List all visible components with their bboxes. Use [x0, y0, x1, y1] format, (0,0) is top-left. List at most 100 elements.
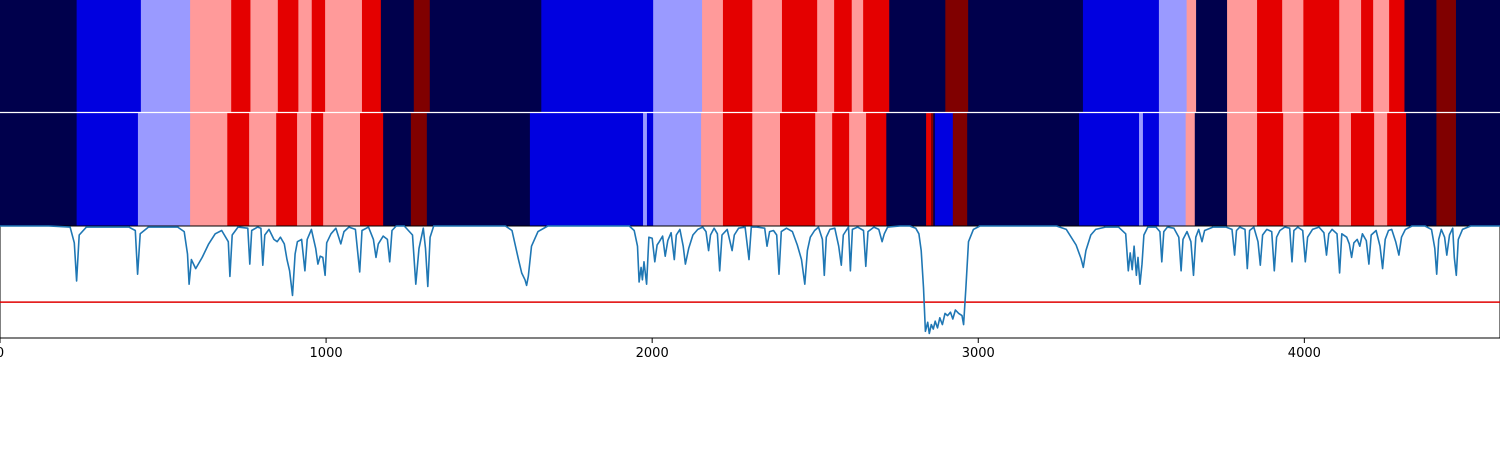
bottom-strip-segment-27: [926, 112, 932, 226]
bottom-strip-segment-34: [1139, 112, 1144, 226]
bottom-strip-segment-10: [360, 112, 384, 226]
x-tick-label-1: 1000: [310, 346, 343, 361]
bottom-strip-segment-13: [426, 112, 531, 226]
top-strip-segment-18: [752, 0, 783, 113]
bottom-strip-segment-1: [76, 112, 139, 226]
bottom-strip-segment-42: [1303, 112, 1340, 226]
top-strip-segment-37: [1373, 0, 1390, 113]
top-strip-segment-31: [1227, 0, 1258, 113]
bottom-strip-segment-46: [1387, 112, 1407, 226]
bottom-strip-segment-3: [190, 112, 228, 226]
bottom-strip-segment-33: [1079, 112, 1140, 226]
bottom-strip-segment-35: [1142, 112, 1160, 226]
bottom-strip-segment-16: [646, 112, 654, 226]
top-strip-segment-29: [1186, 0, 1197, 113]
bottom-strip-segment-24: [849, 112, 867, 226]
bottom-strip-segment-36: [1158, 112, 1187, 226]
top-strip-segment-10: [361, 0, 382, 113]
bottom-strip-segment-32: [967, 112, 1080, 226]
bottom-strip-segment-48: [1436, 112, 1457, 226]
signal-panel-frame: [0, 225, 1500, 339]
top-strip-segment-41: [1455, 0, 1500, 113]
bottom-strip-segment-6: [276, 112, 298, 226]
bottom-strip-segment-26: [886, 112, 927, 226]
bottom-strip-segment-25: [866, 112, 887, 226]
top-strip-segment-7: [298, 0, 313, 113]
bottom-strip-segment-43: [1339, 112, 1352, 226]
bottom-strip-segment-30: [934, 112, 954, 226]
top-strip-segment-16: [702, 0, 724, 113]
top-strip-segment-27: [1082, 0, 1160, 113]
top-strip-segment-6: [277, 0, 299, 113]
bottom-strip-segment-31: [952, 112, 968, 226]
bottom-strip-segment-22: [815, 112, 833, 226]
top-strip-segment-28: [1158, 0, 1188, 113]
bottom-strip-segment-17: [653, 112, 702, 226]
top-strip-segment-25: [945, 0, 969, 113]
bottom-strip-segment-39: [1227, 112, 1258, 226]
top-strip-segment-4: [231, 0, 252, 113]
bottom-strip-segment-49: [1455, 112, 1500, 226]
top-strip-segment-2: [140, 0, 191, 113]
top-strip-segment-8: [311, 0, 326, 113]
top-strip-segment-0: [0, 0, 78, 113]
x-tick-label-3: 3000: [962, 346, 995, 361]
top-strip-segment-34: [1303, 0, 1340, 113]
top-label-strip: [0, 0, 1500, 113]
top-strip-segment-36: [1361, 0, 1374, 113]
bottom-strip-segment-7: [297, 112, 312, 226]
bottom-strip-segment-40: [1257, 112, 1284, 226]
top-strip-segment-1: [76, 0, 142, 113]
top-strip-segment-9: [325, 0, 363, 113]
bottom-strip-segment-15: [643, 112, 648, 226]
top-strip-segment-5: [250, 0, 279, 113]
x-tick-label-4: 4000: [1288, 346, 1321, 361]
bottom-strip-segment-5: [249, 112, 277, 226]
bottom-strip-segment-12: [410, 112, 428, 226]
signal-line: [0, 225, 1500, 335]
top-strip-segment-40: [1436, 0, 1457, 113]
top-strip-segment-30: [1196, 0, 1228, 113]
top-strip-segment-21: [834, 0, 853, 113]
bottom-strip-segment-4: [227, 112, 250, 226]
bottom-strip-segment-47: [1406, 112, 1438, 226]
top-strip-segment-23: [863, 0, 890, 113]
top-strip-segment-17: [722, 0, 753, 113]
top-strip-segment-20: [817, 0, 835, 113]
bottom-label-strip: [0, 112, 1500, 226]
bottom-strip-segment-2: [137, 112, 191, 226]
bottom-strip-segment-38: [1194, 112, 1228, 226]
bottom-strip-segment-29: [933, 112, 936, 226]
x-tick-label-2: 2000: [636, 346, 669, 361]
bottom-strip-segment-19: [722, 112, 753, 226]
top-strip-segment-39: [1404, 0, 1438, 113]
bottom-strip-segment-9: [323, 112, 361, 226]
top-strip-segment-38: [1389, 0, 1406, 113]
top-strip-segment-11: [380, 0, 415, 113]
bottom-strip-segment-8: [311, 112, 324, 226]
top-strip-segment-22: [851, 0, 864, 113]
x-tick-label-0: 0: [0, 346, 4, 361]
top-strip-segment-12: [413, 0, 431, 113]
top-strip-segment-14: [541, 0, 654, 113]
signal-panel: [0, 225, 1500, 339]
bottom-strip-segment-0: [0, 112, 78, 226]
top-strip-segment-19: [781, 0, 818, 113]
bottom-strip-segment-37: [1185, 112, 1196, 226]
top-strip-segment-24: [889, 0, 946, 113]
bottom-strip-segment-41: [1283, 112, 1304, 226]
bottom-strip-segment-20: [752, 112, 781, 226]
top-strip-segment-13: [429, 0, 542, 113]
top-strip-segment-3: [190, 0, 232, 113]
x-axis: 0 1000 2000 3000 4000: [0, 338, 1321, 361]
top-strip-segment-26: [968, 0, 1084, 113]
bottom-strip-segment-14: [529, 112, 644, 226]
bottom-strip-segment-21: [780, 112, 816, 226]
bottom-strip-segment-28: [930, 112, 934, 226]
top-strip-segment-35: [1339, 0, 1362, 113]
bottom-strip-segment-18: [701, 112, 724, 226]
bottom-strip-segment-45: [1374, 112, 1388, 226]
bottom-strip-segment-44: [1350, 112, 1375, 226]
top-strip-segment-32: [1257, 0, 1283, 113]
